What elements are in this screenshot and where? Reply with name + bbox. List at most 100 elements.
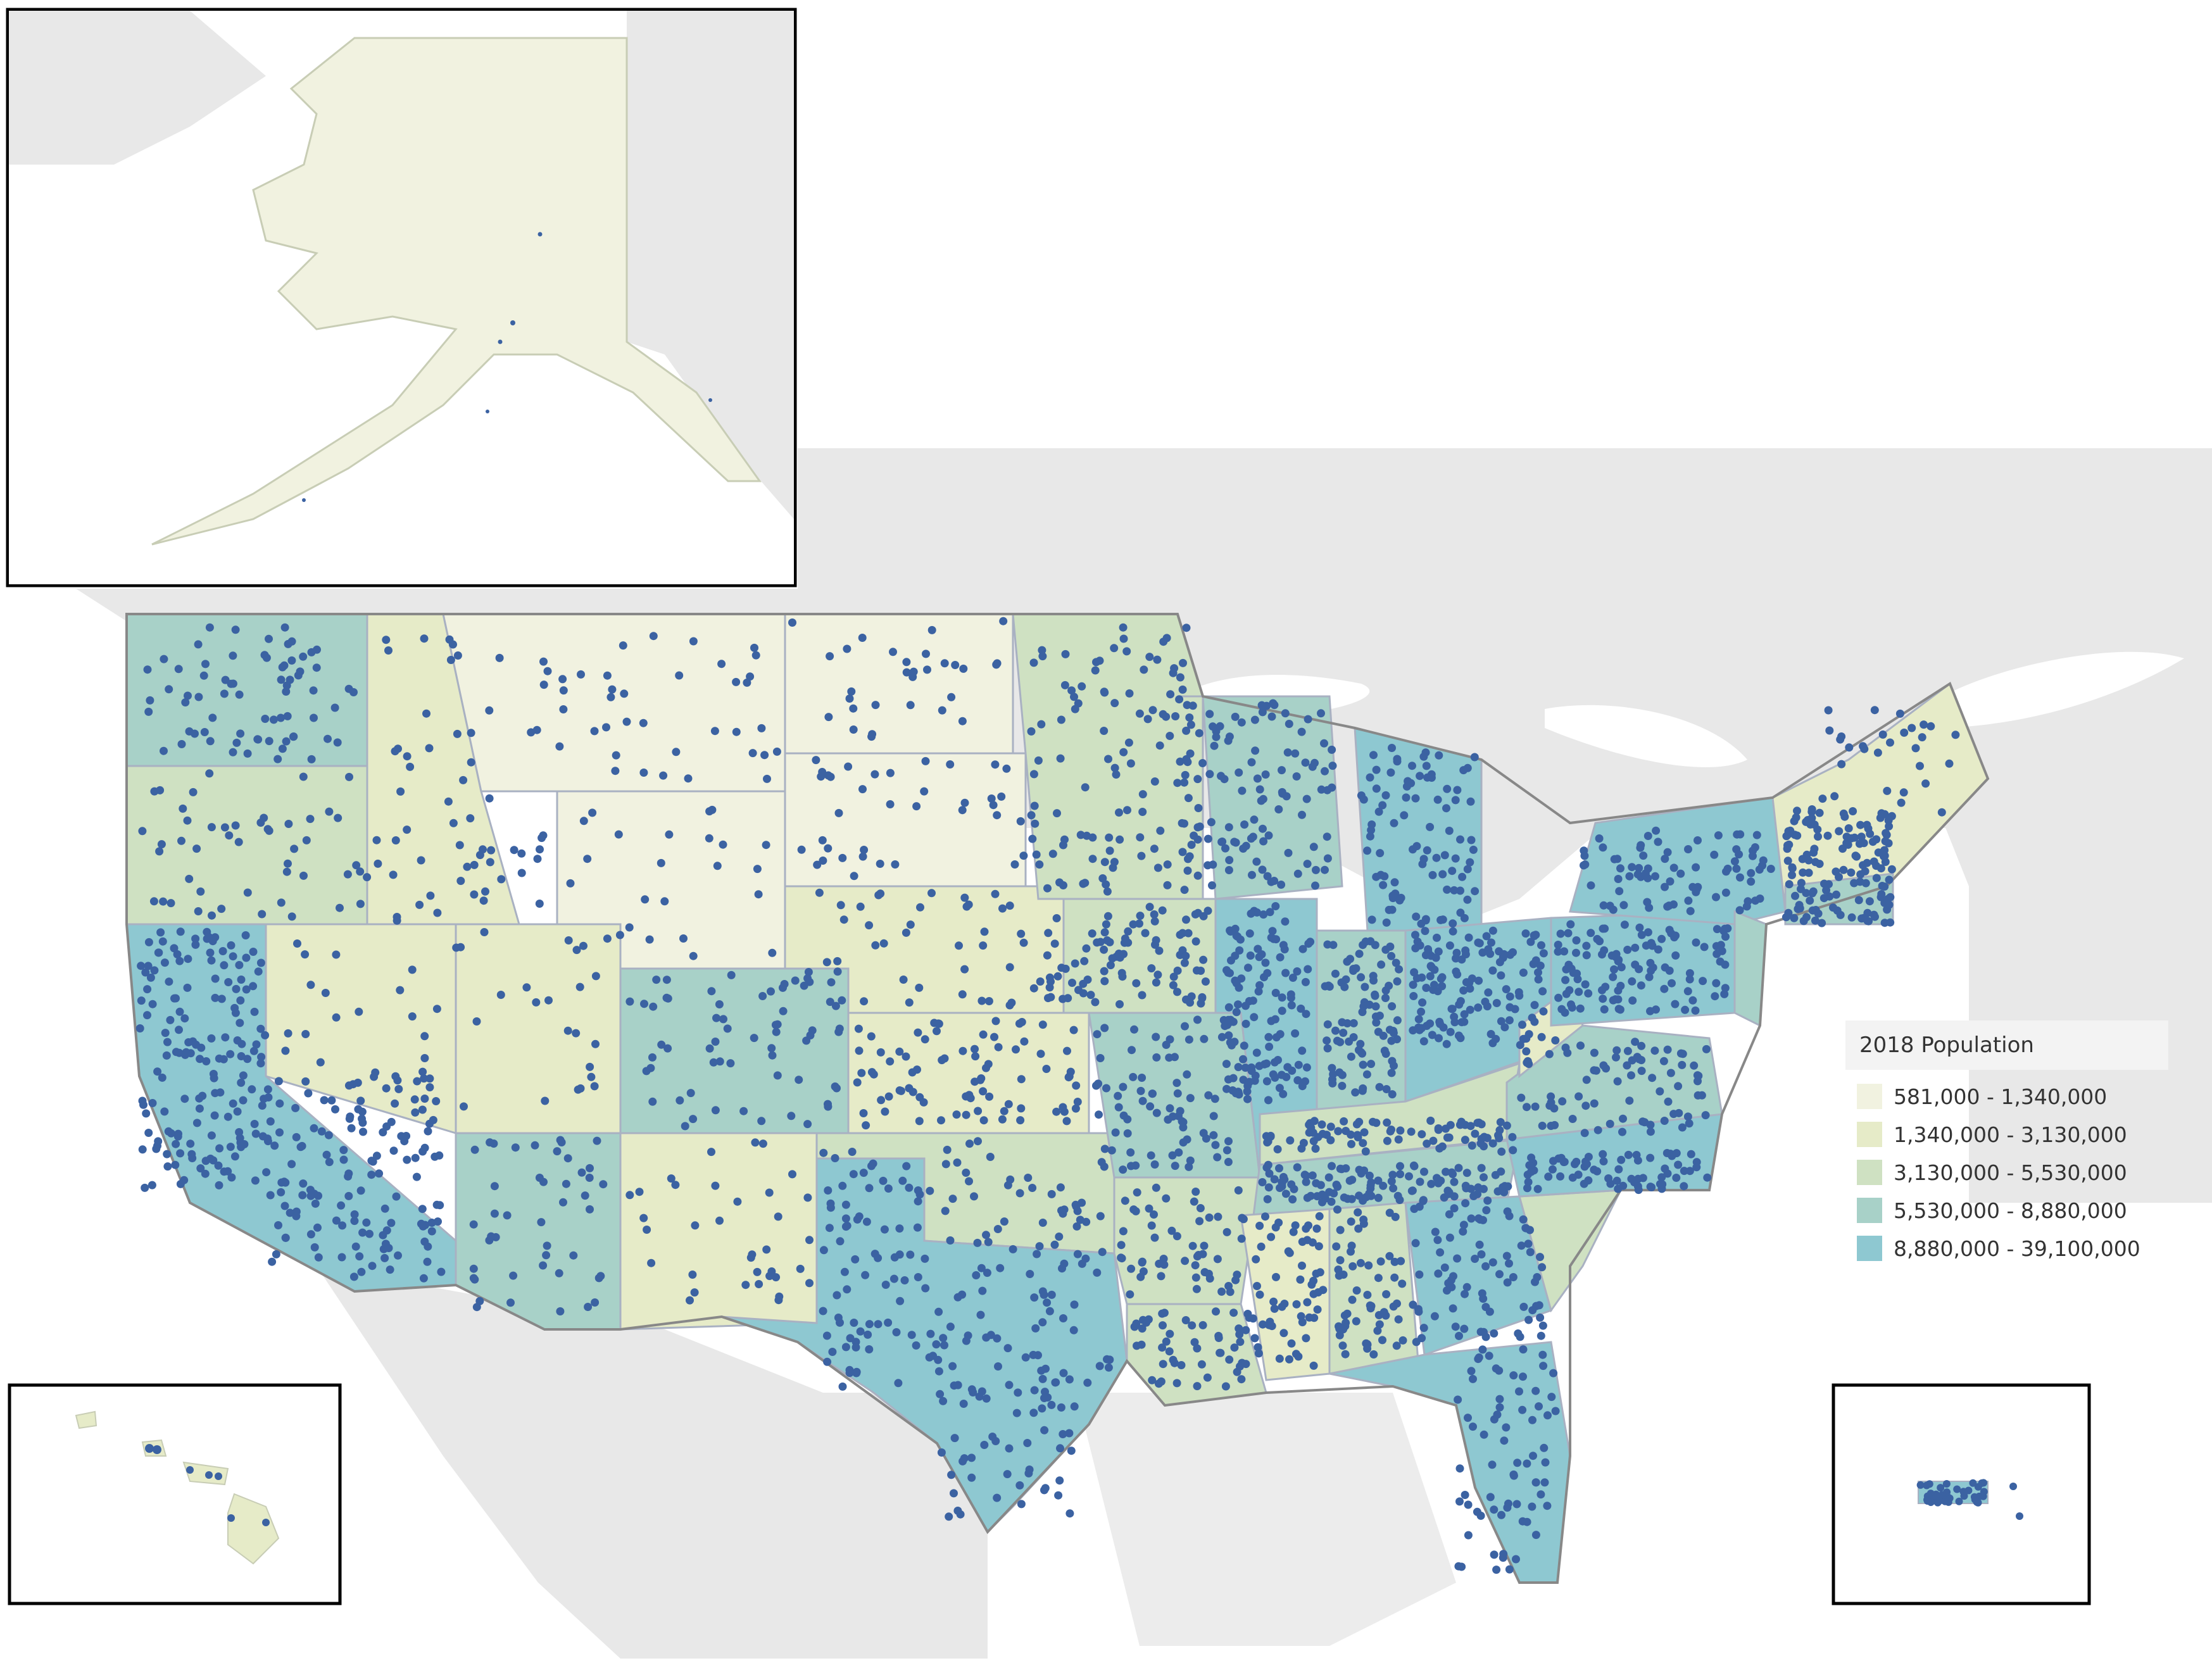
population-dot[interactable]	[1182, 726, 1191, 735]
population-dot[interactable]	[913, 1065, 921, 1074]
population-dot[interactable]	[1354, 1224, 1363, 1233]
population-dot[interactable]	[183, 816, 192, 825]
population-dot[interactable]	[215, 1181, 223, 1189]
population-dot[interactable]	[1222, 966, 1231, 975]
population-dot[interactable]	[1470, 753, 1479, 762]
population-dot[interactable]	[553, 1147, 562, 1156]
population-dot[interactable]	[1367, 820, 1376, 829]
population-dot[interactable]	[355, 1007, 363, 1016]
population-dot[interactable]	[356, 867, 365, 876]
population-dot[interactable]	[1461, 950, 1470, 958]
population-dot[interactable]	[417, 856, 425, 865]
population-dot[interactable]	[1654, 945, 1662, 954]
population-dot[interactable]	[254, 735, 263, 744]
population-dot[interactable]	[1395, 896, 1404, 905]
population-dot[interactable]	[978, 1286, 987, 1295]
population-dot[interactable]	[1484, 988, 1493, 997]
population-dot[interactable]	[1159, 1360, 1167, 1369]
population-dot[interactable]	[838, 853, 847, 862]
population-dot[interactable]	[278, 744, 287, 753]
population-dot[interactable]	[862, 1121, 870, 1130]
population-dot[interactable]	[1273, 1145, 1282, 1153]
population-dot[interactable]	[1411, 794, 1420, 803]
population-dot[interactable]	[277, 713, 285, 722]
population-dot[interactable]	[753, 865, 762, 874]
population-dot[interactable]	[1264, 831, 1273, 840]
population-dot[interactable]	[1680, 1167, 1688, 1176]
population-dot[interactable]	[1519, 969, 1528, 977]
population-dot[interactable]	[797, 845, 806, 854]
population-dot[interactable]	[437, 1267, 446, 1276]
population-dot[interactable]	[1200, 1241, 1209, 1250]
population-dot[interactable]	[886, 769, 895, 777]
population-dot[interactable]	[1409, 992, 1418, 1000]
population-dot[interactable]	[275, 1099, 284, 1108]
population-dot[interactable]	[1545, 1050, 1554, 1058]
population-dot[interactable]	[427, 1227, 436, 1236]
population-dot[interactable]	[310, 1124, 318, 1133]
population-dot[interactable]	[333, 738, 342, 747]
population-dot[interactable]	[1301, 758, 1310, 767]
population-dot[interactable]	[1152, 1108, 1161, 1117]
population-dot[interactable]	[1043, 951, 1052, 960]
population-dot[interactable]	[824, 844, 833, 853]
population-dot[interactable]	[1730, 857, 1739, 866]
population-dot[interactable]	[227, 679, 236, 688]
population-dot[interactable]	[884, 1092, 893, 1101]
population-dot[interactable]	[1012, 1045, 1020, 1054]
population-dot[interactable]	[1035, 1242, 1044, 1251]
population-dot[interactable]	[1379, 1308, 1388, 1317]
population-dot[interactable]	[1872, 874, 1881, 882]
population-dot[interactable]	[343, 870, 352, 879]
population-dot[interactable]	[1188, 1321, 1197, 1330]
population-dot[interactable]	[1060, 1259, 1069, 1268]
population-dot[interactable]	[681, 1122, 689, 1131]
population-dot[interactable]	[1211, 1141, 1220, 1150]
population-dot[interactable]	[1660, 1117, 1669, 1125]
population-dot[interactable]	[176, 1179, 185, 1188]
population-dot[interactable]	[1152, 1183, 1160, 1192]
population-dot[interactable]	[934, 1307, 943, 1316]
population-dot[interactable]	[912, 1341, 921, 1350]
population-dot[interactable]	[1590, 1099, 1599, 1108]
population-dot[interactable]	[1533, 1184, 1542, 1193]
population-dot[interactable]	[1504, 1182, 1512, 1191]
population-dot[interactable]	[1188, 701, 1197, 710]
population-dot[interactable]	[306, 815, 315, 824]
population-dot[interactable]	[1524, 1315, 1533, 1324]
population-dot[interactable]	[452, 943, 461, 952]
population-dot[interactable]	[870, 1250, 879, 1258]
population-dot[interactable]	[758, 1139, 767, 1148]
population-dot[interactable]	[1508, 1133, 1517, 1141]
population-dot[interactable]	[1676, 869, 1685, 878]
population-dot[interactable]	[964, 1331, 972, 1340]
population-dot[interactable]	[1712, 893, 1720, 901]
population-dot[interactable]	[927, 625, 936, 634]
population-dot[interactable]	[234, 838, 243, 846]
population-dot[interactable]	[1497, 1017, 1505, 1026]
population-dot[interactable]	[266, 1191, 275, 1200]
population-dot[interactable]	[1195, 822, 1204, 831]
population-dot[interactable]	[1381, 994, 1390, 1002]
population-dot[interactable]	[1243, 1310, 1252, 1318]
population-dot[interactable]	[1543, 1411, 1552, 1420]
population-dot[interactable]	[1535, 1301, 1543, 1310]
population-dot[interactable]	[1007, 998, 1016, 1007]
population-dot[interactable]	[1208, 881, 1216, 890]
population-dot[interactable]	[997, 792, 1006, 801]
population-dot[interactable]	[307, 755, 316, 763]
population-dot[interactable]	[1246, 951, 1255, 960]
population-dot[interactable]	[994, 1362, 1002, 1371]
population-dot[interactable]	[160, 746, 168, 755]
population-dot[interactable]	[579, 817, 588, 825]
population-dot[interactable]	[1428, 870, 1437, 879]
population-dot[interactable]	[1044, 929, 1053, 938]
population-dot[interactable]	[158, 937, 167, 946]
population-dot[interactable]	[1308, 1238, 1317, 1247]
population-dot[interactable]	[396, 986, 405, 995]
population-dot[interactable]	[817, 772, 826, 781]
population-dot[interactable]	[1440, 851, 1449, 860]
population-dot[interactable]	[1102, 920, 1110, 929]
population-dot[interactable]	[1385, 981, 1393, 990]
population-dot[interactable]	[563, 1154, 572, 1163]
